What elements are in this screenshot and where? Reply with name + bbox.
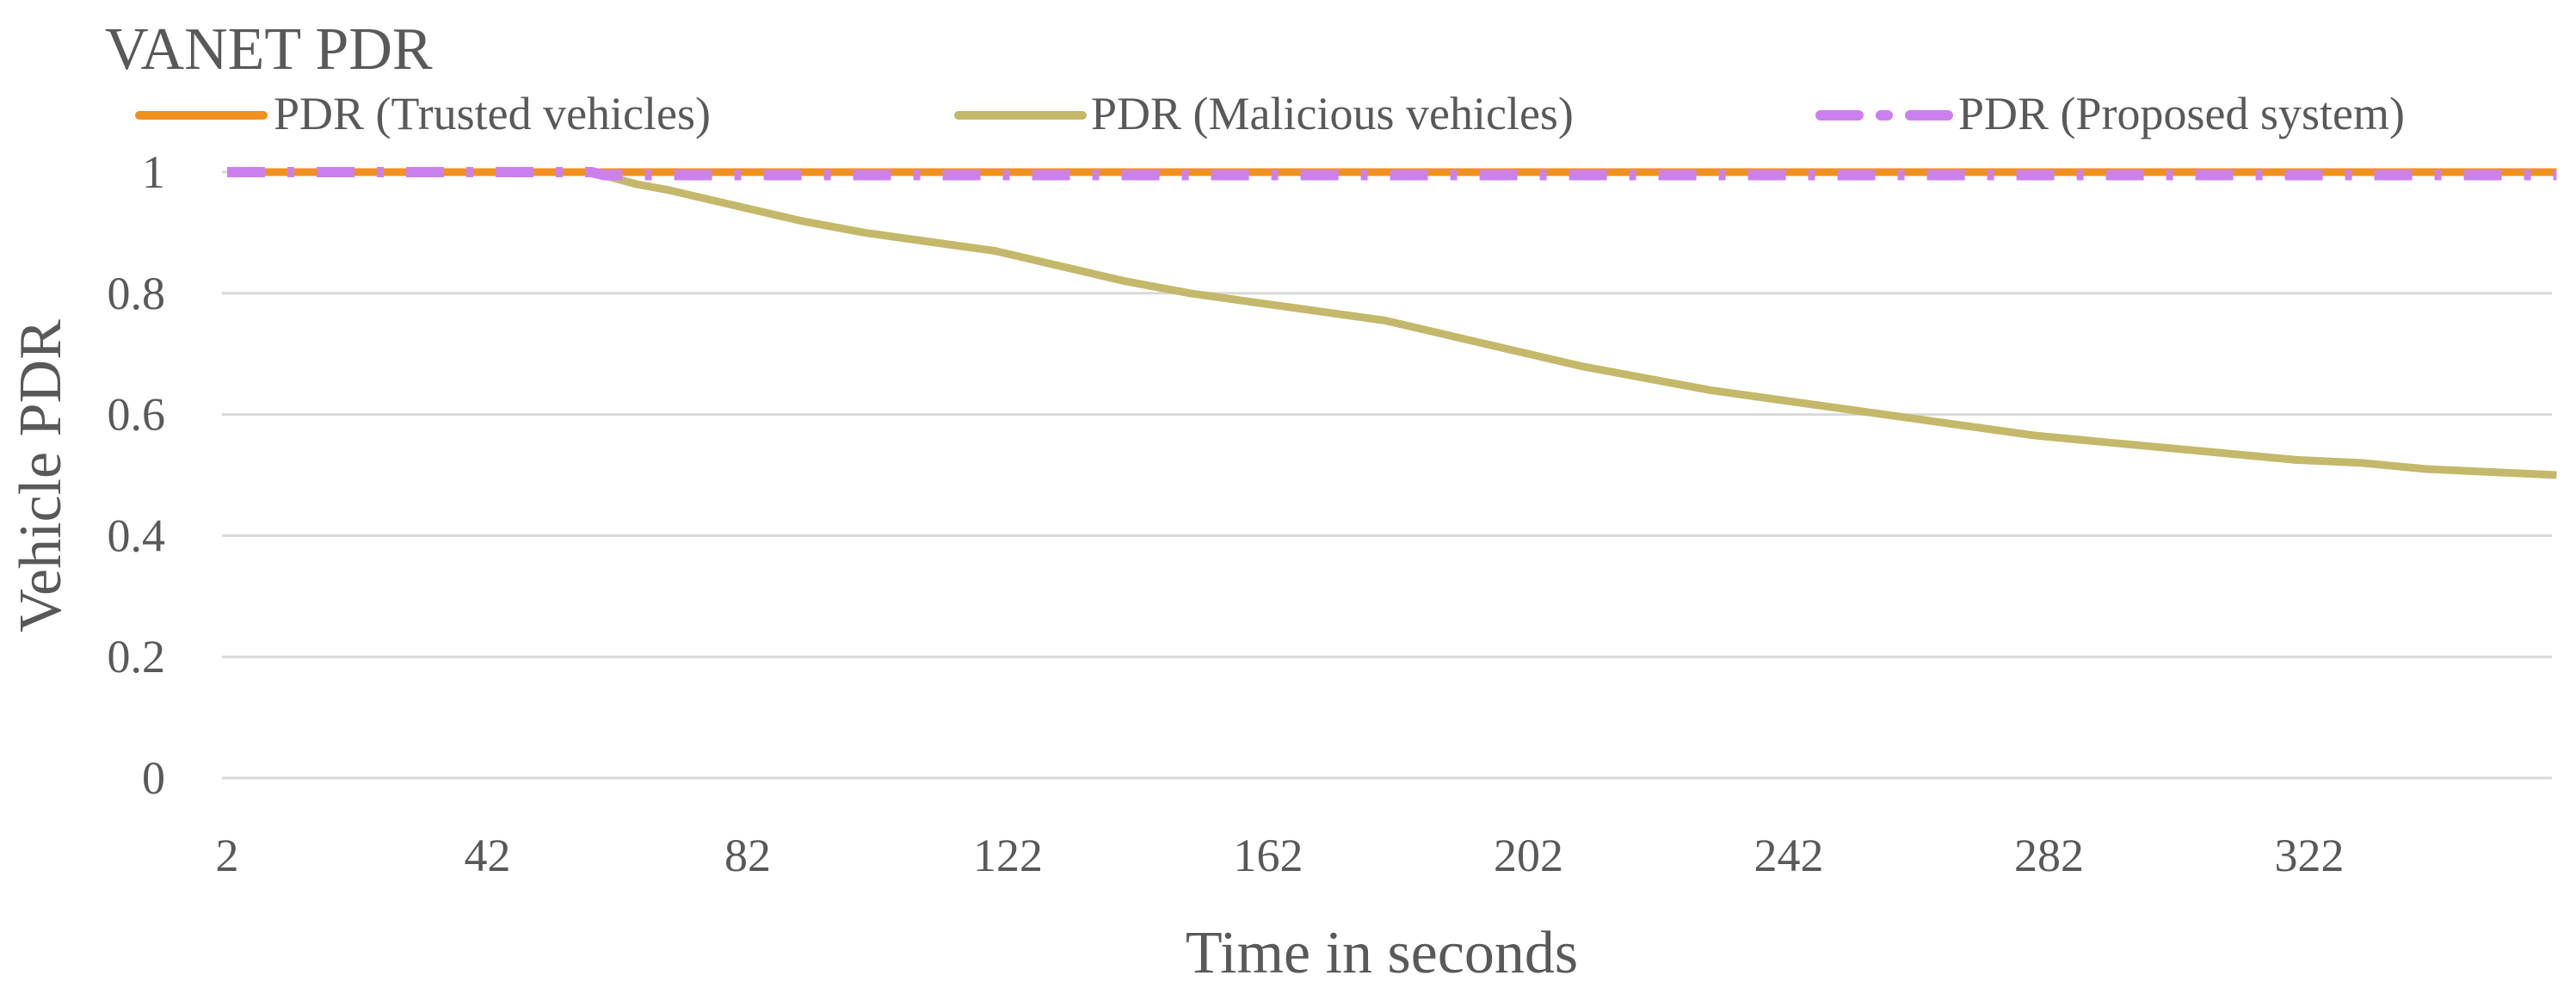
y-tick-label: 0.6 (108, 389, 166, 441)
y-tick-label: 1 (142, 146, 165, 198)
series-line-malicious (227, 168, 2557, 479)
x-axis-title: Time in seconds (1186, 920, 1578, 986)
legend: PDR (Trusted vehicles) PDR (Malicious ve… (135, 88, 2405, 139)
series-lines (227, 167, 2557, 479)
legend-label-trusted: PDR (Trusted vehicles) (274, 88, 711, 139)
y-tick-label: 0 (142, 752, 165, 804)
y-tick-label: 0.2 (108, 631, 166, 682)
legend-entry-malicious: PDR (Malicious vehicles) (954, 88, 1574, 139)
legend-label-proposed: PDR (Proposed system) (1958, 88, 2405, 139)
x-tick-label: 2 (216, 830, 239, 881)
x-tick-label: 322 (2275, 830, 2345, 881)
y-tick-label: 0.8 (108, 268, 166, 319)
x-tick-label: 162 (1234, 830, 1303, 881)
legend-entry-trusted: PDR (Trusted vehicles) (135, 88, 711, 139)
gridlines (222, 170, 2552, 780)
x-axis-ticks: 2 42 82 122 162 202 242 282 322 (216, 830, 2345, 881)
chart-title: VANET PDR (105, 16, 433, 83)
y-axis-title: Vehicle PDR (8, 319, 74, 633)
y-tick-label: 0.4 (108, 509, 166, 561)
y-axis-ticks: 0 0.2 0.4 0.6 0.8 1 (108, 146, 166, 804)
x-tick-label: 202 (1494, 830, 1563, 881)
x-tick-label: 122 (973, 830, 1043, 881)
x-tick-label: 282 (2014, 830, 2084, 881)
x-tick-label: 82 (724, 830, 771, 881)
x-tick-label: 242 (1754, 830, 1824, 881)
series-line-proposed (227, 167, 2557, 181)
legend-label-malicious: PDR (Malicious vehicles) (1091, 88, 1574, 139)
legend-entry-proposed: PDR (Proposed system) (1815, 88, 2405, 139)
x-tick-label: 42 (465, 830, 511, 881)
